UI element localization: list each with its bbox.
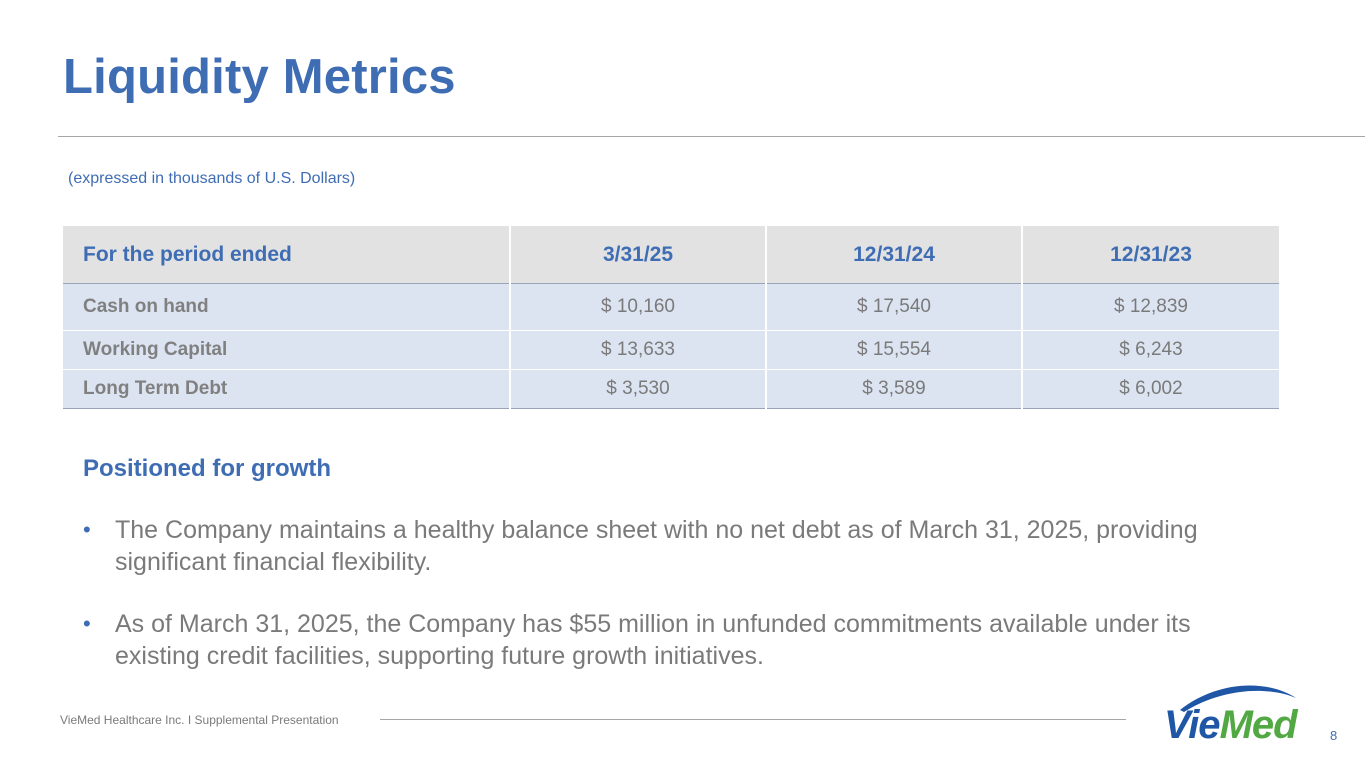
table-cell: $ 10,160 (510, 283, 767, 331)
list-item: • As of March 31, 2025, the Company has … (83, 608, 1263, 672)
row-label-working-capital: Working Capital (63, 330, 511, 370)
section-heading: Positioned for growth (83, 455, 331, 482)
logo-vie-text: Vie (1164, 703, 1220, 744)
title-divider (58, 136, 1365, 137)
liquidity-table: For the period ended 3/31/25 12/31/24 12… (63, 226, 1279, 409)
table-header-row: For the period ended 3/31/25 12/31/24 12… (63, 226, 1279, 284)
bullet-list: • The Company maintains a healthy balanc… (83, 514, 1263, 702)
footer-text: VieMed Healthcare Inc. I Supplemental Pr… (60, 713, 339, 727)
table-cell: $ 17,540 (766, 283, 1023, 331)
table-row: Working Capital $ 13,633 $ 15,554 $ 6,24… (63, 330, 1279, 370)
column-header-12-31-23: 12/31/23 (1022, 226, 1279, 284)
table-row: Long Term Debt $ 3,530 $ 3,589 $ 6,002 (63, 369, 1279, 409)
units-note: (expressed in thousands of U.S. Dollars) (68, 170, 356, 187)
bullet-icon: • (83, 611, 91, 636)
footer-divider (380, 719, 1126, 720)
table-cell: $ 6,002 (1022, 369, 1279, 409)
logo-swoosh-icon (1180, 685, 1296, 712)
slide-title: Liquidity Metrics (63, 50, 456, 104)
column-header-period: For the period ended (63, 226, 511, 284)
column-header-3-31-25: 3/31/25 (510, 226, 767, 284)
table-cell: $ 3,530 (510, 369, 767, 409)
row-label-long-term-debt: Long Term Debt (63, 369, 511, 409)
table-cell: $ 15,554 (766, 330, 1023, 370)
table-row: Cash on hand $ 10,160 $ 17,540 $ 12,839 (63, 283, 1279, 331)
bullet-icon: • (83, 517, 91, 542)
table-cell: $ 12,839 (1022, 283, 1279, 331)
column-header-12-31-24: 12/31/24 (766, 226, 1023, 284)
bullet-text: As of March 31, 2025, the Company has $5… (115, 610, 1191, 670)
row-label-cash-on-hand: Cash on hand (63, 283, 511, 331)
table-cell: $ 6,243 (1022, 330, 1279, 370)
page-number: 8 (1330, 728, 1338, 743)
bullet-text: The Company maintains a healthy balance … (115, 516, 1198, 576)
svg-text:VieMed: VieMed (1164, 703, 1299, 744)
viemed-logo: VieMed (1164, 685, 1300, 744)
logo-med-text: Med (1220, 703, 1300, 744)
table-cell: $ 3,589 (766, 369, 1023, 409)
table-cell: $ 13,633 (510, 330, 767, 370)
list-item: • The Company maintains a healthy balanc… (83, 514, 1263, 578)
